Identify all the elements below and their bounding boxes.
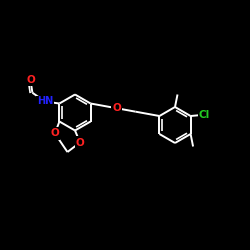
Text: Cl: Cl (199, 110, 210, 120)
Text: O: O (112, 103, 121, 113)
Text: HN: HN (37, 96, 53, 106)
Text: O: O (50, 128, 59, 138)
Text: O: O (76, 138, 84, 147)
Text: O: O (26, 75, 35, 85)
